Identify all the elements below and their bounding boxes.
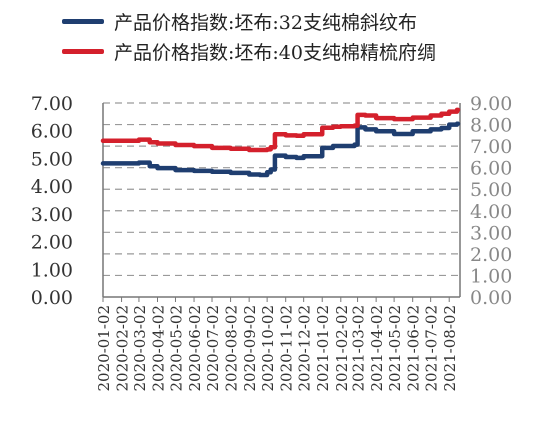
x-tick-label-5: 2020-06-02 — [186, 305, 204, 391]
y-tick-left-4: 4.00 — [31, 176, 73, 198]
y-tick-left-5: 5.00 — [31, 148, 73, 170]
x-tick-label-7: 2020-08-02 — [223, 305, 241, 391]
x-tick-label-1: 2020-02-02 — [114, 305, 132, 391]
series-line-1 — [100, 121, 461, 178]
x-tick-label-15: 2021-04-02 — [368, 305, 386, 391]
x-tick-label-4: 2020-05-02 — [167, 305, 185, 391]
legend-swatch-series-2 — [62, 48, 104, 54]
x-tick-label-3: 2020-04-02 — [150, 305, 168, 391]
x-tick-label-9: 2020-10-02 — [259, 305, 277, 391]
legend-item-series-1[interactable]: 产品价格指数:坯布:32支纯棉斜纹布 — [62, 6, 436, 36]
x-tick-label-11: 2020-12-02 — [296, 305, 314, 391]
x-tick-label-18: 2021-07-02 — [423, 305, 441, 391]
x-tick-label-13: 2021-02-02 — [333, 305, 351, 391]
y-tick-left-0: 0.00 — [31, 287, 73, 309]
legend-label-series-1: 产品价格指数:坯布:32支纯棉斜纹布 — [114, 11, 417, 34]
x-tick-label-8: 2020-09-02 — [241, 305, 259, 391]
legend-swatch-series-1 — [62, 18, 104, 24]
x-tick-label-0: 2020-01-02 — [95, 305, 113, 391]
x-tick-label-19: 2021-08-02 — [441, 305, 459, 391]
y-tick-left-7: 7.00 — [31, 93, 73, 115]
y-tick-left-6: 6.00 — [31, 121, 73, 143]
y-tick-right-1: 1.00 — [470, 265, 512, 287]
legend-label-series-2: 产品价格指数:坯布:40支纯棉精梳府绸 — [114, 41, 436, 64]
x-tick-label-12: 2021-01-02 — [314, 305, 332, 391]
x-tick-label-6: 2020-07-02 — [204, 305, 222, 391]
y-tick-left-2: 2.00 — [31, 232, 73, 254]
series-line-2 — [100, 107, 461, 153]
y-tick-right-5: 5.00 — [470, 179, 512, 201]
x-tick-label-17: 2021-06-02 — [405, 305, 423, 391]
x-tick-label-16: 2021-05-02 — [386, 305, 404, 391]
y-tick-right-4: 4.00 — [470, 201, 512, 223]
y-tick-right-8: 8.00 — [470, 115, 512, 137]
y-tick-left-1: 1.00 — [31, 259, 73, 281]
x-tick-label-10: 2020-11-02 — [278, 305, 296, 391]
y-tick-right-0: 0.00 — [470, 287, 512, 309]
y-tick-right-9: 9.00 — [470, 93, 512, 115]
y-tick-right-3: 3.00 — [470, 222, 512, 244]
legend-item-series-2[interactable]: 产品价格指数:坯布:40支纯棉精梳府绸 — [62, 36, 436, 66]
x-tick-label-14: 2021-03-02 — [350, 305, 368, 391]
y-tick-right-7: 7.00 — [470, 136, 512, 158]
x-tick-label-2: 2020-03-02 — [131, 305, 149, 391]
y-tick-right-2: 2.00 — [470, 244, 512, 266]
legend: 产品价格指数:坯布:32支纯棉斜纹布 产品价格指数:坯布:40支纯棉精梳府绸 — [62, 6, 436, 66]
y-tick-left-3: 3.00 — [31, 204, 73, 226]
y-tick-right-6: 6.00 — [470, 158, 512, 180]
